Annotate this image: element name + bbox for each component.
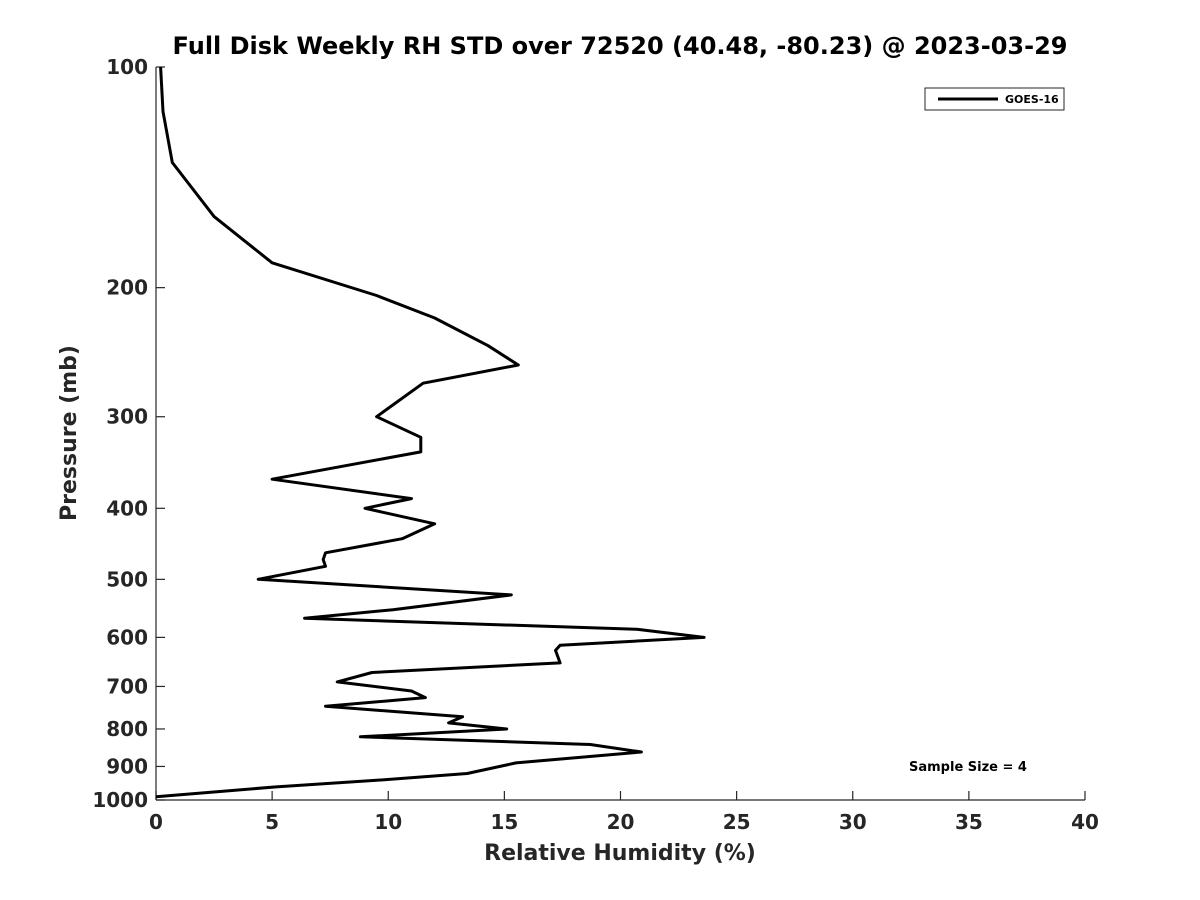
x-tick-label-20: 20 [607,810,635,834]
y-axis-label: Pressure (mb) [57,345,82,521]
y-axis-ticks: 100 200 300 400 500 600 700 800 900 1000 [92,55,165,812]
plot-area [155,67,1085,801]
x-axis-label: Relative Humidity (%) [484,841,756,866]
x-tick-label-0: 0 [149,810,163,834]
y-tick-label-200: 200 [106,276,148,300]
x-tick-label-5: 5 [265,810,279,834]
x-tick-label-40: 40 [1071,810,1099,834]
x-tick-label-25: 25 [723,810,751,834]
y-tick-label-900: 900 [106,754,148,778]
y-tick-label-500: 500 [106,567,148,591]
x-tick-label-30: 30 [839,810,867,834]
x-tick-label-15: 15 [490,810,518,834]
series-line-goes-16 [155,66,706,799]
sample-size-annotation: Sample Size = 4 [909,760,1027,775]
y-tick-label-600: 600 [106,625,148,649]
y-tick-label-1000: 1000 [92,788,148,812]
x-tick-label-35: 35 [955,810,983,834]
legend: GOES-16 [924,87,1065,111]
chart-title: Full Disk Weekly RH STD over 72520 (40.4… [173,32,1068,60]
y-tick-label-100: 100 [106,55,148,79]
legend-entry-goes-16: GOES-16 [1005,93,1059,106]
x-tick-label-10: 10 [374,810,402,834]
y-tick-label-400: 400 [106,496,148,520]
y-tick-label-700: 700 [106,674,148,698]
y-tick-label-300: 300 [106,405,148,429]
x-axis-ticks: 0 5 10 15 20 25 30 35 40 [149,791,1099,834]
y-tick-label-800: 800 [106,717,148,741]
